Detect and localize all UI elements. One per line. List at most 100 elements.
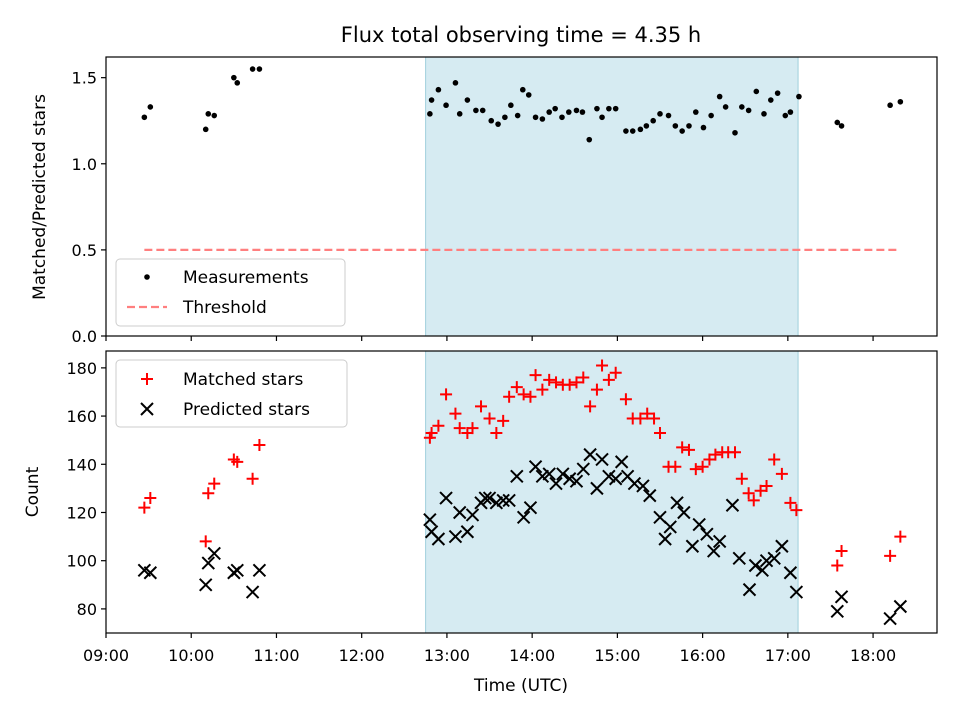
matched-point	[202, 487, 215, 500]
measurement-point	[256, 66, 263, 72]
matched-point	[747, 494, 760, 507]
matched-point	[563, 378, 576, 391]
predicted-point	[201, 556, 215, 570]
matched-point	[144, 492, 157, 505]
predicted-point	[583, 447, 597, 462]
predicted-point	[748, 558, 763, 573]
measurement-point	[211, 112, 218, 119]
series-measurements	[141, 66, 904, 143]
measurement-point	[787, 109, 794, 115]
x-tick-label: 11:00	[253, 646, 299, 665]
predicted-point	[789, 585, 804, 599]
measurement-point	[606, 105, 612, 112]
y-tick-label: 100	[66, 552, 97, 571]
predicted-point	[595, 452, 609, 467]
measurement-point	[643, 123, 650, 129]
predicted-point	[742, 582, 757, 597]
x-tick-label: 15:00	[594, 646, 640, 665]
predicted-point	[542, 467, 556, 481]
measurement-point	[435, 86, 442, 93]
x-tick-label: 16:00	[680, 646, 726, 665]
panel-ratio-legend: Measurements Threshold	[115, 258, 346, 327]
panel-ratio-ylabel: Matched/Predicted stars	[30, 94, 50, 300]
predicted-point	[516, 510, 531, 525]
matched-point	[199, 535, 212, 548]
matched-point	[425, 426, 438, 439]
predicted-point	[732, 551, 746, 565]
x-tick-label: 17:00	[765, 646, 811, 665]
measurement-point	[745, 107, 752, 114]
measurement-point	[761, 111, 767, 117]
panel-count: 80 100 120 140 160 180 09:00 10:00 11:00 12:00 13…	[23, 350, 938, 665]
predicted-point	[725, 498, 740, 512]
matched-point	[550, 376, 563, 389]
matched-point	[449, 407, 462, 420]
matched-point	[503, 390, 516, 403]
matched-point	[689, 463, 702, 476]
measurement-point	[443, 102, 449, 109]
series-matched-stars	[138, 359, 907, 572]
measurement-point	[508, 102, 514, 109]
matched-point	[775, 467, 788, 480]
measurement-point	[834, 119, 841, 126]
matched-point	[466, 422, 479, 435]
measurement-point	[234, 80, 241, 86]
panel-count-legend: Matched stars Predicted stars	[115, 359, 348, 428]
panel-count-plot	[137, 359, 908, 626]
matched-point	[634, 412, 647, 425]
matched-point	[768, 453, 781, 466]
matched-point	[654, 426, 666, 439]
legend-matched-label: Matched stars	[183, 370, 303, 390]
y-tick-label: 0.5	[72, 241, 97, 260]
measurement-point	[427, 111, 433, 117]
matched-point	[253, 439, 266, 451]
measurement-point	[495, 121, 501, 127]
measurement-point	[532, 114, 539, 121]
x-tick-label: 18:00	[850, 646, 896, 665]
x-tick-label: 14:00	[509, 646, 555, 665]
measurement-point	[796, 93, 802, 100]
measurement-point	[539, 116, 546, 122]
legend-measurements-marker	[144, 274, 150, 280]
matched-point	[729, 446, 742, 459]
measurement-point	[623, 128, 629, 134]
predicted-point	[199, 578, 213, 592]
matched-point	[517, 388, 530, 401]
y-tick-label: 1.0	[72, 155, 97, 174]
matched-point	[432, 419, 445, 432]
matched-point	[543, 373, 556, 386]
matched-point	[831, 559, 844, 572]
matched-point	[760, 479, 773, 492]
matched-point	[894, 530, 907, 543]
measurement-point	[456, 111, 463, 117]
measurement-point	[205, 111, 212, 117]
panel-count-frame	[105, 350, 938, 634]
measurement-point	[502, 114, 508, 121]
x-tick-label: 10:00	[168, 646, 214, 665]
y-tick-label: 140	[66, 455, 97, 474]
matched-point	[648, 412, 661, 425]
predicted-point	[576, 462, 590, 476]
predicted-point	[448, 529, 463, 544]
predicted-point	[759, 553, 774, 568]
measurement-point	[708, 112, 714, 119]
matched-point	[790, 504, 803, 517]
y-tick-label: 160	[66, 407, 97, 426]
measurement-point	[566, 109, 572, 115]
predicted-point	[706, 544, 721, 558]
predicted-point	[755, 563, 769, 578]
predicted-point	[830, 604, 844, 619]
matched-point	[570, 376, 583, 389]
measurement-point	[559, 114, 565, 121]
measurement-point	[722, 104, 729, 110]
matched-point	[453, 422, 466, 435]
panel-ratio-shaded-interval	[425, 57, 799, 336]
predicted-point	[465, 508, 480, 522]
predicted-point	[439, 491, 453, 505]
measurement-point	[428, 97, 435, 103]
matched-point	[577, 371, 590, 384]
chart-title: Flux total observing time = 4.35 h	[341, 23, 701, 47]
predicted-point	[883, 611, 897, 626]
measurement-point	[672, 123, 679, 129]
matched-point	[590, 383, 603, 396]
